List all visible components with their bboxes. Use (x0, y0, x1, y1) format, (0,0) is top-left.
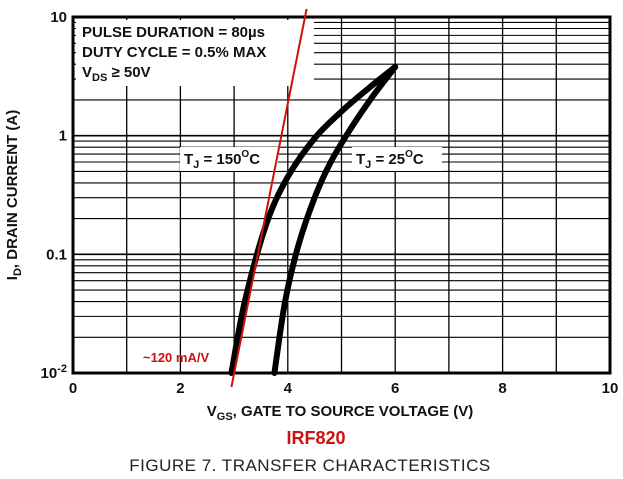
y-tick-labels: 10-2 0.1 1 10 (41, 9, 67, 382)
condition-note: VDS ≥ 50V (82, 64, 151, 84)
x-tick-label: 2 (176, 380, 184, 397)
slope-annotation: ~120 mA/V (143, 8, 308, 388)
series-line-tj-150c (228, 63, 399, 376)
x-tick-label: 6 (391, 380, 399, 397)
x-tick-label: 10 (602, 380, 619, 397)
series-labels: TJ = 150OC TJ = 25OC (180, 147, 442, 171)
x-axis-label: VGS, GATE TO SOURCE VOLTAGE (V) (207, 403, 474, 423)
series-line-tj-25c (271, 63, 399, 376)
plot-frame (71, 15, 612, 375)
series-label-bg (352, 147, 442, 171)
figure-caption: FIGURE 7. TRANSFER CHARACTERISTICS (129, 456, 490, 475)
slope-label: ~120 mA/V (143, 350, 209, 365)
conditions-box: PULSE DURATION = 80µs DUTY CYCLE = 0.5% M… (76, 20, 314, 86)
slope-line (230, 8, 308, 388)
y-tick-label: 1 (59, 128, 67, 145)
y-tick-label: 0.1 (46, 246, 67, 263)
series-label-bg (180, 147, 278, 171)
conditions-box-bg (76, 20, 314, 86)
y-axis-label: ID, DRAIN CURRENT (A) (4, 110, 24, 280)
x-tick-label: 4 (284, 380, 293, 397)
condition-note: PULSE DURATION = 80µs (82, 24, 265, 41)
x-tick-label: 0 (69, 380, 77, 397)
x-tick-labels: 0 2 4 6 8 10 (69, 380, 619, 397)
y-tick-label: 10-2 (41, 363, 67, 382)
series-label-tj-25c: TJ = 25OC (356, 149, 424, 171)
series-label-tj-150c: TJ = 150OC (184, 149, 260, 171)
chart-subtitle: IRF820 (286, 428, 345, 448)
x-tick-label: 8 (498, 380, 506, 397)
condition-note: DUTY CYCLE = 0.5% MAX (82, 44, 266, 61)
y-tick-label: 10 (50, 9, 67, 26)
series-lines (228, 63, 399, 376)
